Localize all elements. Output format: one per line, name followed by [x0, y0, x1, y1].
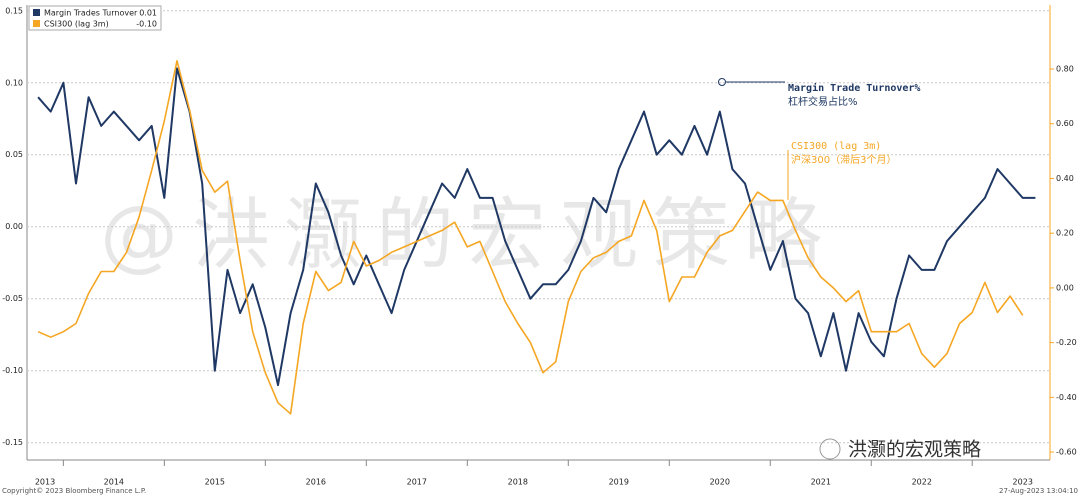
y2-tick-label: -0.40	[1056, 393, 1077, 402]
legend-value: 0.01	[139, 9, 157, 18]
annotation-marker	[718, 78, 726, 86]
y2-tick-label: 0.00	[1056, 283, 1074, 292]
x-tick-label: 2017	[407, 478, 427, 487]
y-tick-label: -0.15	[2, 438, 23, 447]
y-tick-label: -0.05	[2, 294, 23, 303]
line-series	[37, 67, 1036, 387]
y2-tick-label: -0.60	[1056, 448, 1077, 457]
x-tick-label: 2022	[912, 478, 932, 487]
line-series	[37, 60, 1024, 415]
x-tick-label: 2014	[104, 478, 124, 487]
y-tick-label: 0.05	[5, 150, 23, 159]
footer: Copyright© 2023 Bloomberg Finance L.P.	[2, 487, 146, 495]
y-tick-label: -0.10	[2, 366, 23, 375]
legend-value: -0.10	[136, 20, 157, 29]
x-tick-label: 2019	[609, 478, 629, 487]
annotation: Margin Trade Turnover%	[788, 82, 920, 94]
annotation: 沪深300（滞后3个月）	[791, 153, 896, 166]
y-tick-label: 0.15	[5, 6, 23, 15]
y2-tick-label: 0.20	[1056, 229, 1074, 238]
x-tick-label: 2015	[205, 478, 225, 487]
x-tick-label: 2020	[710, 478, 730, 487]
y2-tick-label: 0.60	[1056, 119, 1074, 128]
annotation: CSI300 (lag 3m)	[791, 141, 881, 152]
legend: Margin Trades Turnover 0.01 CSI300 (lag …	[28, 5, 162, 31]
x-tick-label: 2016	[306, 478, 326, 487]
watermark: @洪灏的宏观策略	[100, 190, 836, 280]
footer: 27-Aug-2023 13:04:10	[999, 487, 1078, 495]
legend-swatch	[33, 20, 40, 27]
legend-label: CSI300 (lag 3m)	[44, 20, 109, 29]
y2-tick-label: 0.80	[1056, 65, 1074, 74]
annotation: 杠杆交易占比%	[788, 95, 858, 108]
y-tick-label: 0.00	[5, 222, 23, 231]
y-tick-label: 0.10	[5, 78, 23, 87]
legend-swatch	[33, 9, 40, 16]
x-tick-label: 2013	[35, 478, 55, 487]
x-tick-label: 2023	[1013, 478, 1033, 487]
logo-icon	[819, 438, 841, 460]
legend-label: Margin Trades Turnover	[44, 9, 138, 18]
legend-box	[28, 5, 162, 31]
logo: 洪灏的宏观策略	[848, 439, 981, 461]
y2-tick-label: -0.20	[1056, 338, 1077, 347]
x-tick-label: 2018	[508, 478, 528, 487]
y2-tick-label: 0.40	[1056, 174, 1074, 183]
x-tick-label: 2021	[811, 478, 831, 487]
